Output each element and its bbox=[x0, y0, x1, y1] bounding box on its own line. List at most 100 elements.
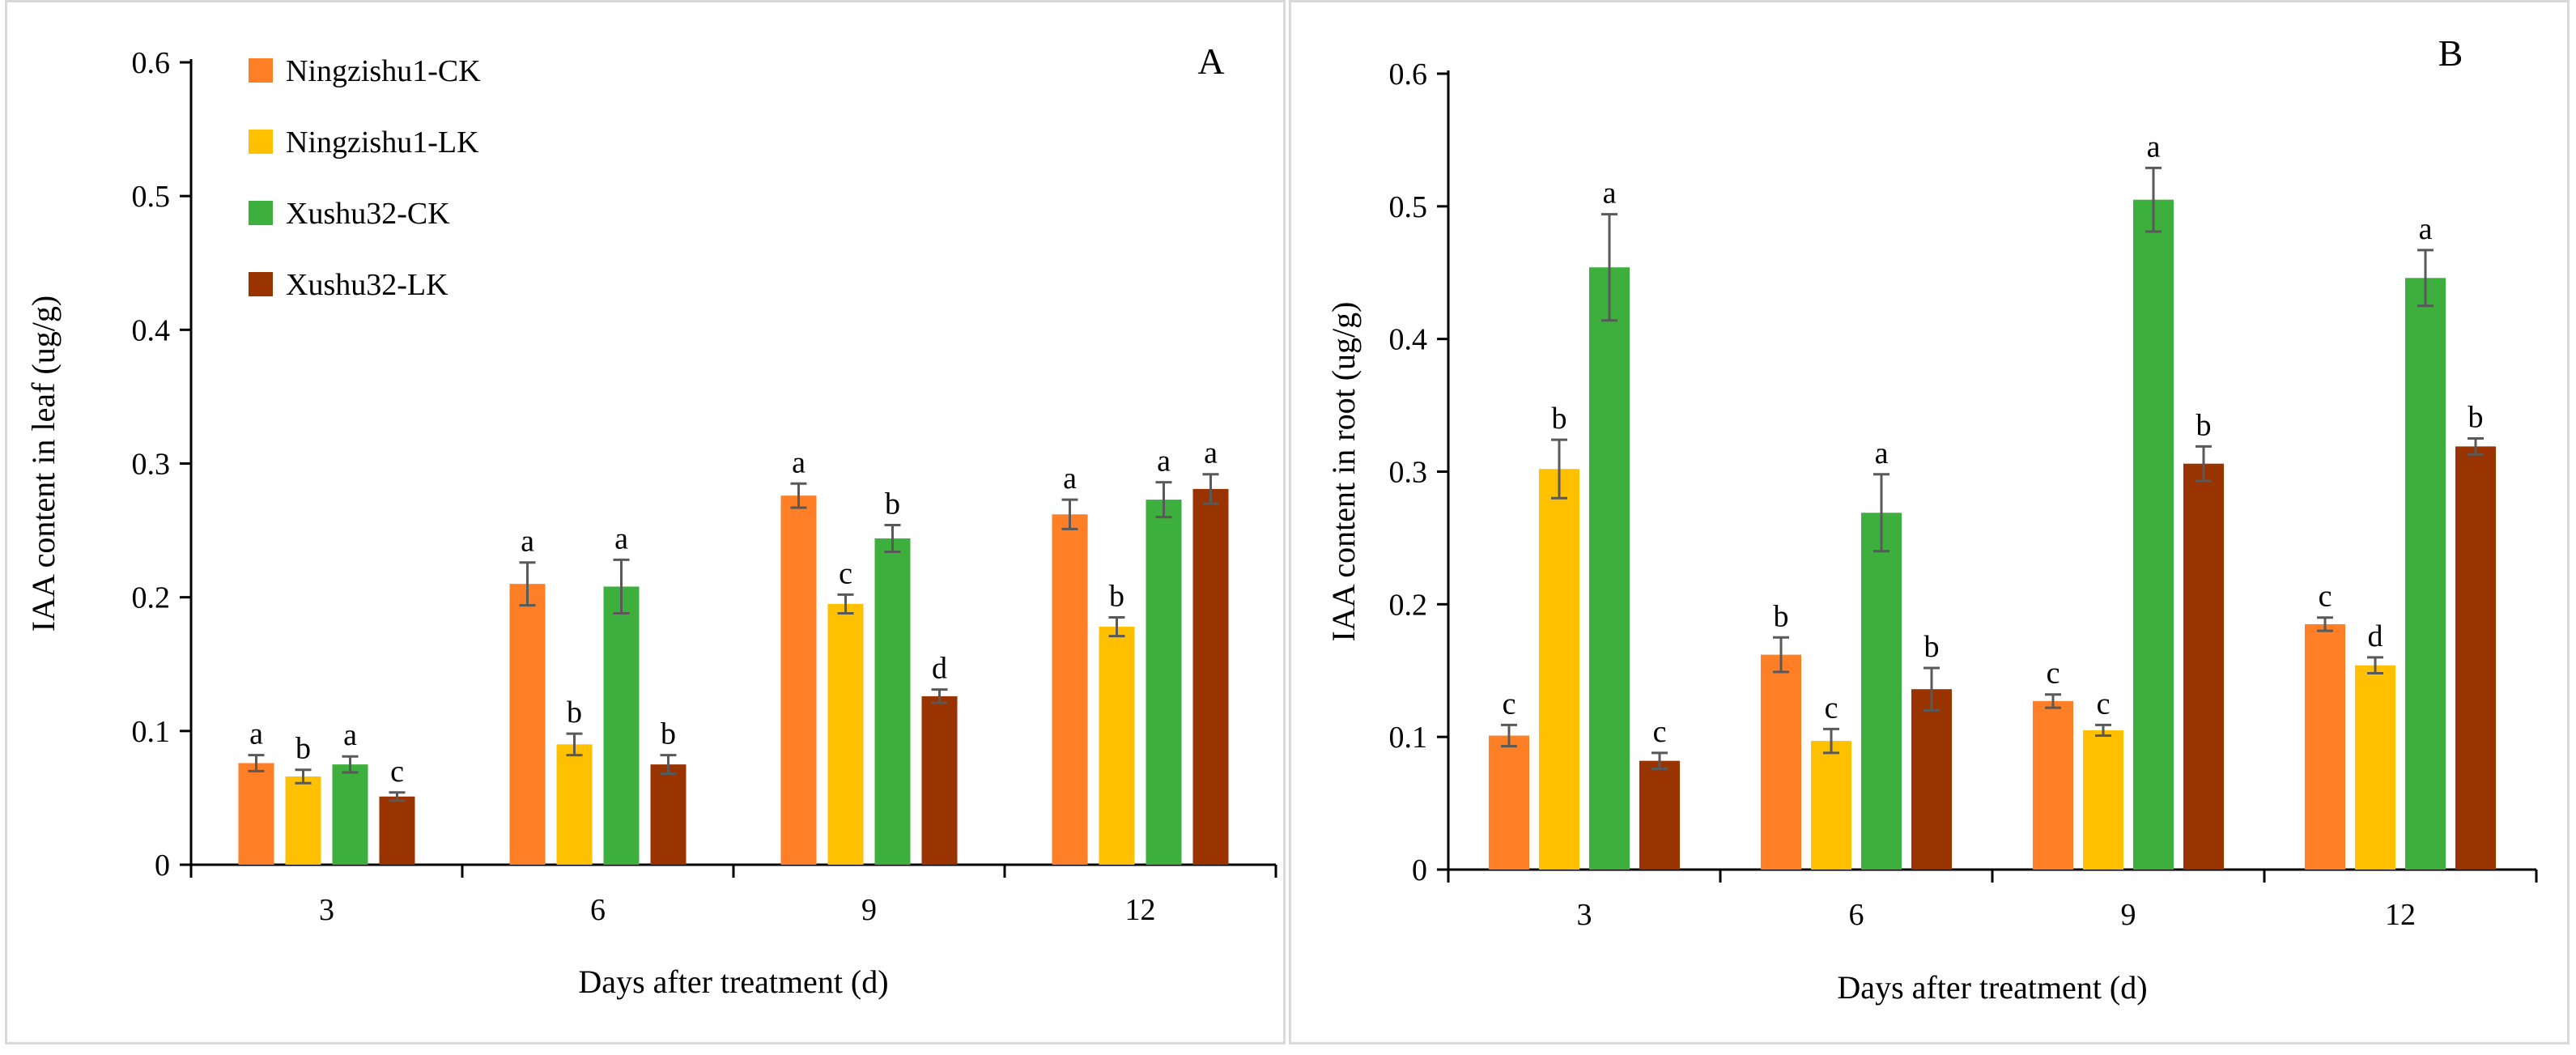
chart-b-bar bbox=[2033, 700, 2073, 870]
chart-a-x-tick-label: 6 bbox=[590, 893, 606, 927]
chart-b-y-tick-label: 0.6 bbox=[1389, 57, 1428, 91]
chart-a-significance-letter: a bbox=[1063, 462, 1077, 496]
chart-b-bar bbox=[2305, 623, 2345, 870]
chart-b-y-tick-label: 0 bbox=[1412, 853, 1427, 887]
chart-a-significance-letter: c bbox=[390, 755, 404, 789]
chart-b-significance-letter: a bbox=[2419, 212, 2433, 246]
chart-a-bar bbox=[827, 603, 864, 865]
chart-a-significance-letter: b bbox=[661, 717, 676, 751]
chart-a-legend-label: Xushu32-LK bbox=[286, 268, 448, 302]
chart-b-significance-letter: c bbox=[1825, 691, 1838, 725]
chart-b-x-axis-title: Days after treatment (d) bbox=[1837, 969, 2147, 1006]
chart-a-significance-letter: b bbox=[885, 487, 900, 521]
chart-a-significance-letter: a bbox=[614, 521, 628, 555]
chart-a-bar bbox=[379, 796, 415, 865]
chart-a-significance-letter: b bbox=[1109, 579, 1124, 613]
chart-a-significance-letter: b bbox=[295, 732, 311, 766]
chart-b-bar bbox=[2083, 730, 2123, 870]
chart-b-bar bbox=[1811, 741, 1851, 870]
chart-a-legend-label: Ningzishu1-LK bbox=[286, 125, 479, 160]
chart-a-bar bbox=[1146, 500, 1182, 865]
chart-b-significance-letter: c bbox=[1503, 687, 1516, 721]
chart-a-y-tick-label: 0.3 bbox=[132, 448, 171, 482]
chart-b-significance-letter: c bbox=[1653, 715, 1667, 749]
chart-b-bar bbox=[1861, 513, 1902, 870]
chart-b-significance-letter: c bbox=[2319, 580, 2332, 614]
chart-b-significance-letter: a bbox=[2147, 130, 2161, 164]
chart-a-bar bbox=[1052, 514, 1088, 865]
chart-a-bar bbox=[332, 764, 368, 865]
chart-a-legend-label: Ningzishu1-CK bbox=[286, 54, 481, 88]
chart-a-x-tick-label: 12 bbox=[1125, 893, 1156, 927]
chart-b-bar bbox=[1761, 654, 1801, 870]
chart-b-y-tick-label: 0.4 bbox=[1389, 323, 1428, 357]
chart-b-bar bbox=[2405, 278, 2446, 870]
chart-b-significance-letter: c bbox=[2047, 657, 2060, 691]
chart-a-bar bbox=[285, 776, 321, 865]
chart-a-bar bbox=[238, 763, 274, 865]
chart-a-bar bbox=[921, 696, 958, 865]
chart-a-bar bbox=[1192, 488, 1229, 865]
chart-b-significance-letter: d bbox=[2368, 619, 2383, 653]
chart-b-significance-letter: a bbox=[1875, 436, 1889, 470]
chart-b-bar bbox=[2455, 446, 2496, 870]
chart-b-y-axis-title: IAA content in root (ug/g) bbox=[1325, 302, 1362, 642]
chart-a-y-tick-label: 0.1 bbox=[132, 715, 171, 749]
chart-b-significance-letter: c bbox=[2097, 687, 2111, 721]
chart-a-y-tick-label: 0.4 bbox=[132, 313, 171, 347]
chart-a-bar bbox=[509, 584, 546, 865]
chart-b-x-tick-label: 6 bbox=[1849, 898, 1864, 932]
chart-panel-a: 0 0.1 0.2 0.3 0.4 0.5 0.6 3 6 9 12 a a a a b b c b a a b a c b d a… bbox=[5, 0, 1286, 1044]
chart-a-significance-letter: a bbox=[1204, 436, 1218, 470]
chart-a-legend-swatch bbox=[249, 272, 273, 296]
chart-a-significance-letter: a bbox=[792, 445, 806, 479]
chart-a-y-tick-label: 0 bbox=[155, 849, 170, 883]
chart-a-bar bbox=[556, 744, 593, 865]
chart-b-x-tick-label: 9 bbox=[2121, 898, 2136, 932]
chart-b-x-tick-label: 12 bbox=[2385, 898, 2416, 932]
chart-a-x-tick-label: 3 bbox=[319, 893, 334, 927]
chart-a-significance-letter: a bbox=[343, 718, 357, 752]
chart-panel-b: 0 0.1 0.2 0.3 0.4 0.5 0.6 3 6 9 12 c b c c b c c d a a a a c b b b… bbox=[1289, 0, 2570, 1044]
chart-a-significance-letter: a bbox=[249, 717, 263, 751]
chart-b-bar bbox=[2183, 463, 2224, 870]
chart-b-significance-letter: b bbox=[1924, 630, 1940, 664]
chart-a-significance-letter: a bbox=[521, 525, 534, 559]
chart-a-bar bbox=[874, 538, 911, 865]
chart-b-bar bbox=[2355, 665, 2395, 870]
chart-a-bar bbox=[650, 764, 687, 865]
chart-b-bar bbox=[1911, 689, 1952, 870]
chart-b-y-tick-label: 0.1 bbox=[1389, 721, 1428, 755]
chart-b-panel-label: B bbox=[2438, 32, 2463, 74]
chart-a-y-tick-label: 0.5 bbox=[132, 180, 171, 214]
chart-b-significance-letter: b bbox=[1552, 402, 1567, 436]
chart-a-legend-swatch bbox=[249, 58, 273, 83]
chart-b-y-tick-label: 0.2 bbox=[1389, 588, 1428, 622]
chart-a-y-axis-title: IAA content in leaf (ug/g) bbox=[25, 296, 62, 632]
chart-a-significance-letter: d bbox=[932, 652, 947, 686]
chart-b-bar bbox=[1639, 760, 1680, 870]
chart-a-significance-letter: a bbox=[1157, 445, 1171, 479]
chart-b-x-tick-label: 3 bbox=[1577, 898, 1592, 932]
chart-a-bar bbox=[603, 586, 640, 865]
chart-b-significance-letter: b bbox=[2196, 408, 2212, 442]
chart-b-y-tick-label: 0.5 bbox=[1389, 190, 1428, 224]
chart-a-legend-swatch bbox=[249, 201, 273, 225]
chart-a-bar bbox=[780, 496, 817, 865]
chart-b-significance-letter: b bbox=[1774, 599, 1789, 633]
chart-a-bar bbox=[1099, 627, 1135, 865]
chart-a-legend-swatch bbox=[249, 130, 273, 154]
chart-a-significance-letter: c bbox=[839, 556, 852, 590]
chart-a-y-tick-label: 0.6 bbox=[132, 46, 171, 80]
chart-a-legend-label: Xushu32-CK bbox=[286, 197, 450, 231]
chart-a-significance-letter: b bbox=[567, 696, 582, 730]
chart-b-bar bbox=[1489, 735, 1529, 870]
chart-a-panel-label: A bbox=[1197, 40, 1224, 82]
chart-b-bar bbox=[1539, 469, 1579, 870]
chart-a-x-tick-label: 9 bbox=[861, 893, 877, 927]
chart-a-y-tick-label: 0.2 bbox=[132, 581, 171, 615]
chart-b-svg: 0 0.1 0.2 0.3 0.4 0.5 0.6 3 6 9 12 c b c c b c c d a a a a c b b b… bbox=[1325, 32, 2538, 1006]
chart-b-bar bbox=[2133, 199, 2174, 870]
chart-b-significance-letter: a bbox=[1603, 177, 1617, 211]
